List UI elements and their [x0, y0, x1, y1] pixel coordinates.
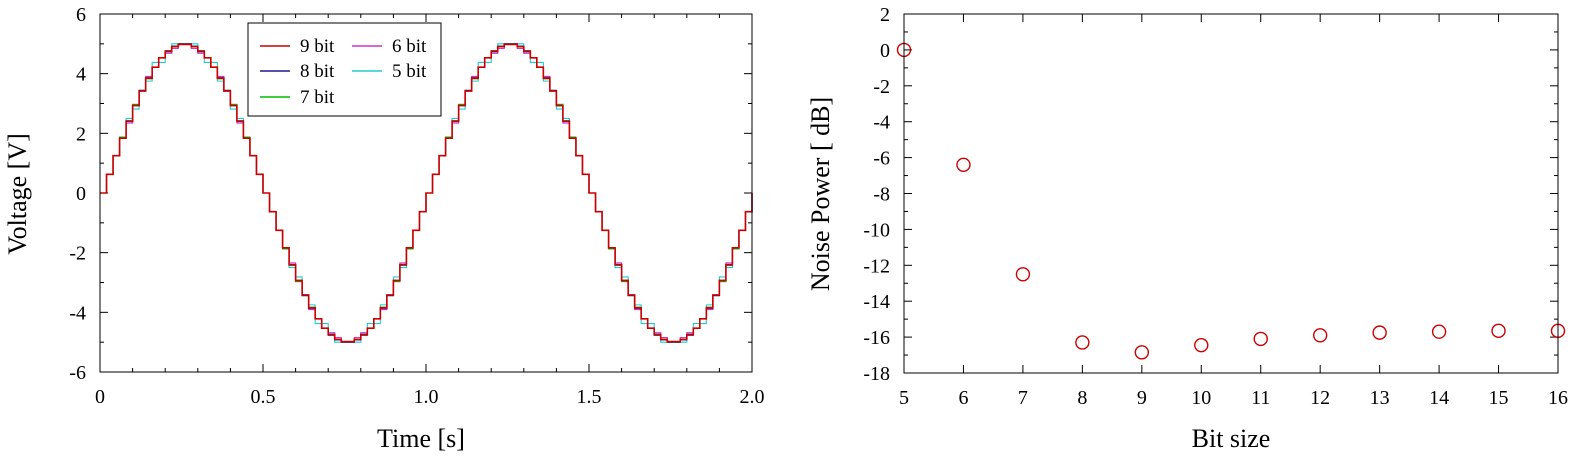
voltage-chart-series	[100, 43, 753, 343]
legend-label-9-bit: 9 bit	[300, 36, 335, 57]
voltage-chart-ticks: 0 0.5 1.0 1.5 2.0 -6 -4 -2 0 2 4 6	[69, 4, 764, 408]
voltage-chart: 0 0.5 1.0 1.5 2.0 -6 -4 -2 0 2 4 6 Time [s] Voltage…	[3, 4, 765, 453]
legend-label-5-bit: 5 bit	[392, 61, 427, 82]
legend-box	[247, 22, 442, 117]
data-point	[1372, 325, 1387, 340]
x-tick-label: 14	[1429, 387, 1449, 409]
y-tick-label: 0	[76, 183, 86, 205]
y-tick-label: -6	[69, 362, 86, 384]
legend-label-7-bit: 7 bit	[300, 87, 335, 108]
y-tick-label: -2	[873, 76, 890, 98]
noise-power-chart-ticks: 5 6 7 8 9 10 11 12 13 14 15 16 -18 -16 -14 -12 -10 -8 -6 -4…	[863, 4, 1568, 409]
y-tick-label: -8	[873, 184, 890, 206]
y-tick-label: 4	[76, 64, 86, 86]
y-tick-label: -14	[863, 291, 890, 313]
data-point	[1194, 337, 1209, 353]
y-tick-label: 0	[880, 40, 890, 62]
voltage-chart-xlabel: Time [s]	[377, 424, 465, 453]
y-tick-label: -4	[873, 112, 890, 134]
x-tick-label: 7	[1018, 387, 1028, 409]
y-tick-label: -6	[873, 148, 890, 170]
data-point	[1134, 345, 1150, 360]
y-tick-label: 2	[880, 4, 890, 26]
legend-label-8-bit: 8 bit	[300, 61, 335, 82]
x-tick-label: 10	[1191, 387, 1211, 409]
noise-power-chart-points	[896, 42, 1566, 360]
data-point	[956, 157, 971, 172]
y-tick-label: -18	[863, 363, 890, 385]
y-tick-label: -2	[69, 243, 86, 265]
noise-power-chart-xlabel: Bit size	[1192, 424, 1271, 453]
voltage-chart-legend: 9 bit 8 bit 7 bit 6 bit 5 bit	[247, 22, 442, 117]
x-tick-label: 2.0	[740, 386, 765, 408]
x-tick-label: 13	[1370, 387, 1390, 409]
data-point	[1075, 335, 1090, 350]
x-tick-label: 12	[1310, 387, 1330, 409]
data-point	[1431, 324, 1447, 339]
y-tick-label: 2	[76, 123, 86, 145]
data-point	[1253, 331, 1268, 347]
x-tick-label: 6	[958, 387, 968, 409]
noise-power-chart-ylabel: Noise Power [ dB]	[806, 97, 835, 291]
data-point	[1312, 328, 1328, 343]
x-tick-label: 16	[1548, 387, 1568, 409]
y-tick-label: -16	[863, 327, 890, 349]
y-tick-label: -4	[69, 302, 86, 324]
noise-power-chart: 5 6 7 8 9 10 11 12 13 14 15 16 -18 -16 -14 -12 -10 -8 -6 -4…	[806, 4, 1568, 453]
x-tick-label: 0	[95, 386, 105, 408]
data-point	[1491, 323, 1506, 339]
x-tick-label: 0.5	[251, 386, 276, 408]
y-tick-label: -10	[863, 219, 890, 241]
x-tick-label: 1.5	[577, 386, 602, 408]
noise-power-chart-frame	[903, 13, 1559, 374]
x-tick-label: 8	[1077, 387, 1087, 409]
x-tick-label: 1.0	[414, 386, 439, 408]
x-tick-label: 9	[1137, 387, 1147, 409]
voltage-chart-frame	[99, 13, 753, 373]
series-line-9-bit	[100, 43, 753, 343]
data-point	[1015, 267, 1031, 282]
x-tick-label: 11	[1251, 387, 1270, 409]
y-tick-label: 6	[76, 4, 86, 26]
x-tick-label: 15	[1489, 387, 1509, 409]
y-tick-label: -12	[863, 255, 890, 277]
x-tick-label: 5	[899, 387, 909, 409]
legend-label-6-bit: 6 bit	[392, 36, 427, 57]
voltage-chart-ylabel: Voltage [V]	[3, 133, 32, 255]
